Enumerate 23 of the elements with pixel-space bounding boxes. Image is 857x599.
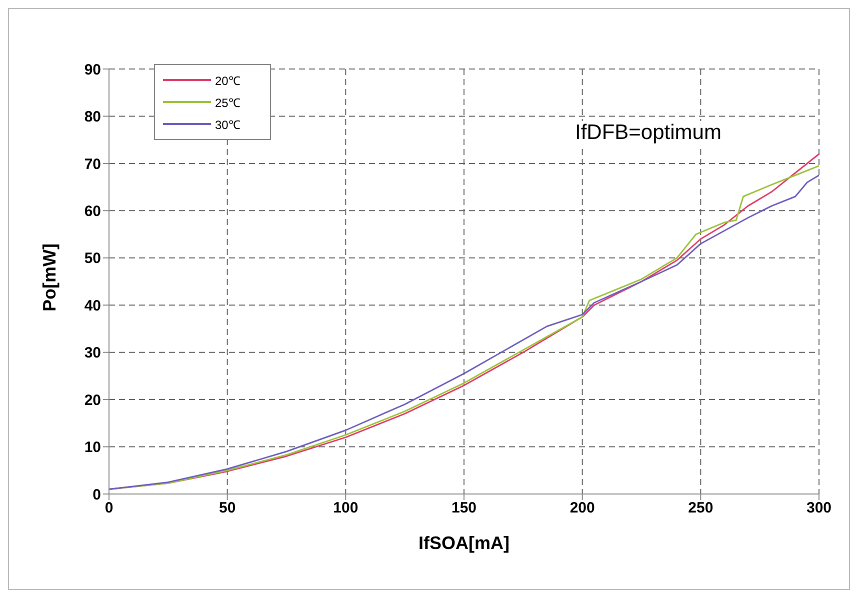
legend-label: 20℃ <box>215 72 240 88</box>
y-tick-label: 20 <box>84 392 101 409</box>
y-tick-label: 30 <box>84 344 101 362</box>
legend-label: 25℃ <box>215 94 240 110</box>
x-axis-title: IfSOA[mA] <box>418 532 510 553</box>
x-tick-label: 250 <box>688 500 714 517</box>
y-tick-label: 90 <box>84 61 101 78</box>
y-tick-label: 0 <box>92 486 101 504</box>
annotation: IfDFB=optimum <box>569 121 728 145</box>
x-tick-label: 0 <box>104 500 114 517</box>
y-tick-label: 80 <box>84 108 101 126</box>
y-tick-label: 60 <box>84 202 101 220</box>
y-tick-label: 50 <box>84 250 101 268</box>
x-tick-label: 150 <box>451 500 477 517</box>
y-tick-label: 10 <box>84 439 101 456</box>
y-tick-label: 40 <box>84 297 101 314</box>
x-tick-label: 300 <box>806 500 832 517</box>
x-tick-label: 200 <box>570 500 595 517</box>
y-axis-title: Po[mW] <box>39 244 60 312</box>
y-tick-label: 70 <box>84 156 101 173</box>
x-tick-label: 100 <box>333 500 358 517</box>
legend-label: 30℃ <box>215 116 240 132</box>
x-tick-label: 50 <box>218 500 236 517</box>
